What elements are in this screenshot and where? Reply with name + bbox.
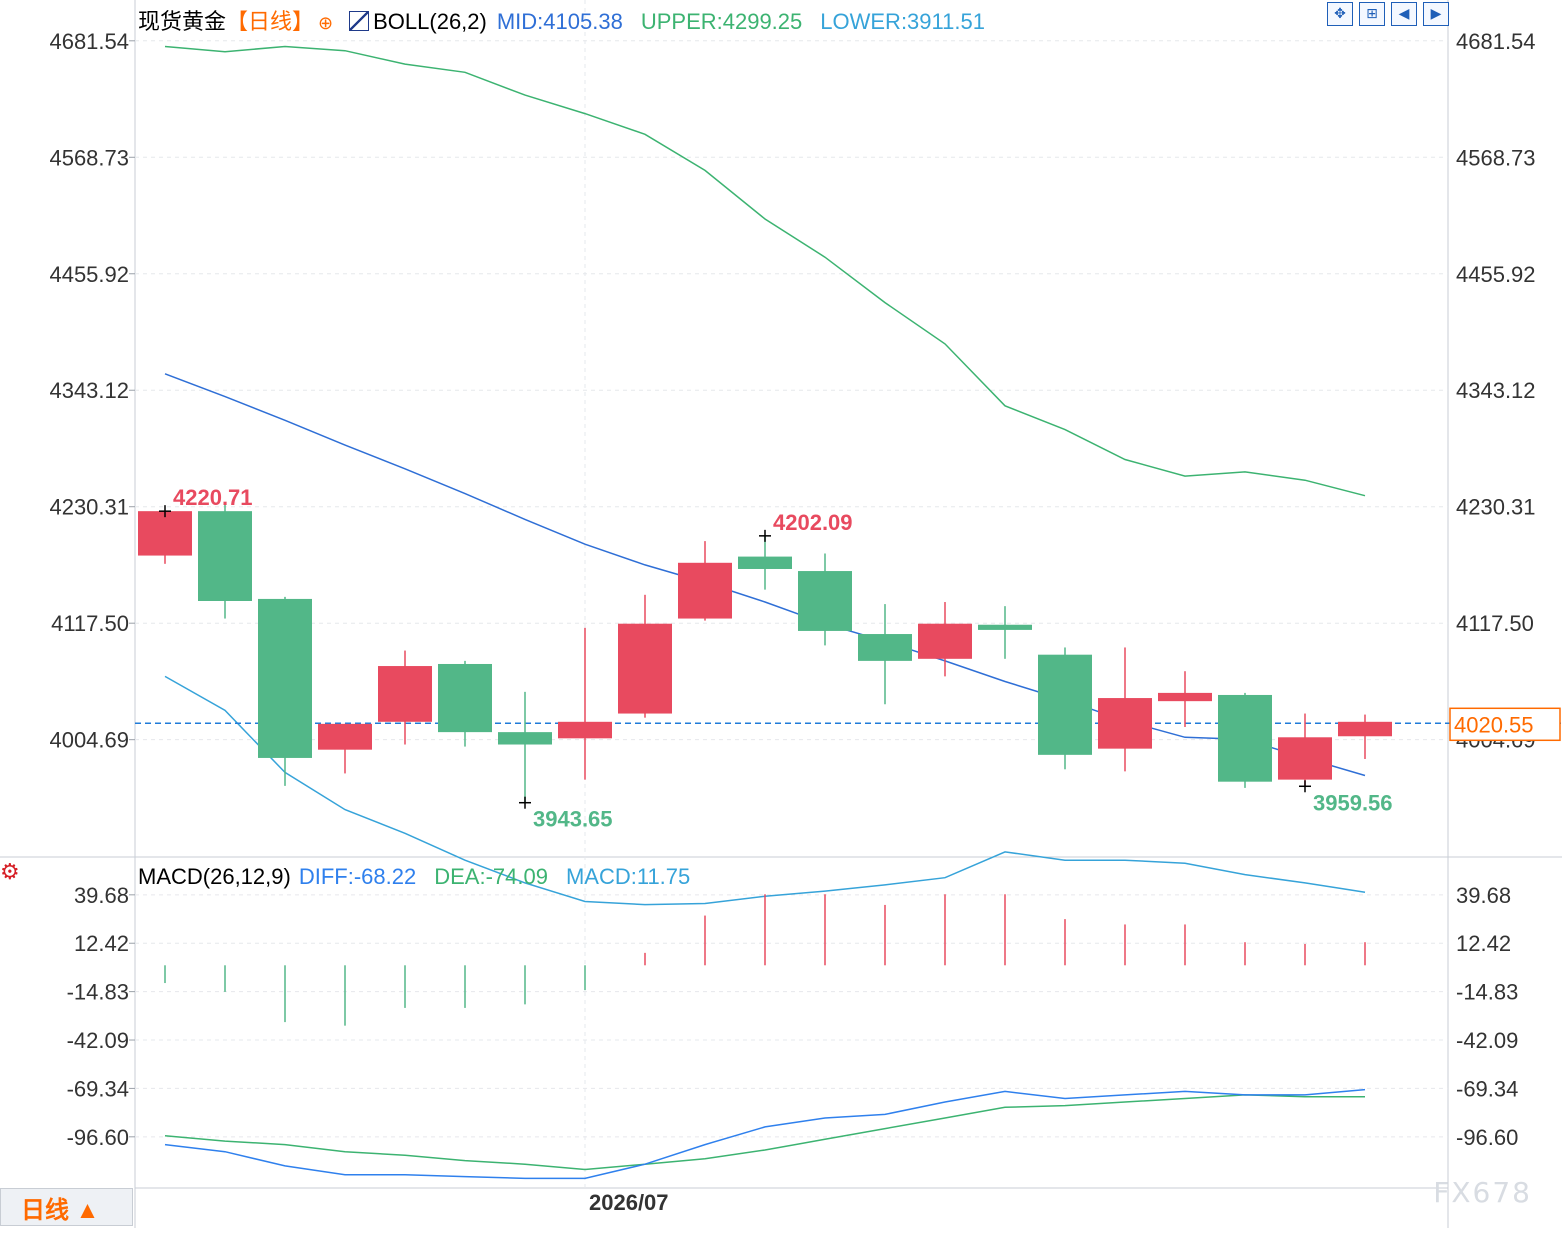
candle-body [1098,698,1152,749]
zoom-fit-icon[interactable]: ✥ [1327,2,1353,26]
candle-body [438,663,492,733]
low-price-label: 3943.65 [533,807,613,832]
y-tick-label-left: 4455.92 [49,262,129,287]
candle-body [318,723,372,750]
candle-body [1218,694,1272,782]
indicator-name[interactable]: BOLL(26,2) [373,9,487,34]
price-tag-label: 4020.55 [1454,712,1534,737]
candle-body [858,634,912,661]
zoom-in-icon[interactable]: ⊞ [1359,2,1385,26]
macd-y-tick-label-right: 39.68 [1456,883,1511,908]
macd-name[interactable]: MACD(26,12,9) [138,864,291,889]
low-price-label: 3959.56 [1313,790,1393,815]
macd-y-tick-label-right: -69.34 [1456,1076,1518,1101]
boll-mid-line [164,373,1366,777]
candle-body [1338,721,1392,737]
candle-body [1158,692,1212,702]
indicator-icon[interactable] [349,11,370,31]
y-tick-label-left: 4343.12 [49,378,129,403]
candle-body [678,562,732,619]
instrument-name: 现货黄金 [138,9,227,34]
candle-body [738,556,792,569]
macd-y-tick-label-left: -69.34 [67,1076,129,1101]
macd-y-tick-label-left: -96.60 [67,1125,129,1150]
candle-body [1038,654,1092,755]
add-compare-icon[interactable]: ⊕ [318,13,334,34]
y-tick-label-right: 4455.92 [1456,262,1536,287]
high-price-label: 4202.09 [773,510,853,535]
chart-toolbar: ✥ ⊞ ◀ ▶ [1327,2,1449,26]
candle-body [618,623,672,714]
y-tick-label-right: 4568.73 [1456,145,1536,170]
y-tick-label-right: 4230.31 [1456,495,1536,520]
watermark-logo: FX678 [1433,1176,1532,1209]
macd-header: MACD(26,12,9) DIFF:-68.22 DEA:-74.09 MACD:1… [138,864,690,890]
macd-y-tick-label-left: 39.68 [74,883,129,908]
x-tick-label: 2026/07 [589,1190,669,1215]
macd-diff-value: DIFF:-68.22 [298,864,417,889]
candle-body [378,666,432,722]
macd-y-tick-label-right: 12.42 [1456,931,1511,956]
y-tick-label-left: 4230.31 [49,495,129,520]
macd-y-tick-label-left: 12.42 [74,931,129,956]
candle-body [558,721,612,739]
candle-body [498,732,552,745]
boll-mid-value: MID:4105.38 [496,9,623,34]
macd-dea-line [164,1094,1365,1171]
step-back-icon[interactable]: ◀ [1391,2,1417,26]
y-tick-label-left: 4681.54 [49,29,129,54]
macd-y-tick-label-left: -14.83 [67,980,129,1005]
boll-lower-value: LOWER:3911.51 [820,9,985,34]
candle-body [798,571,852,631]
candle-body [258,598,312,758]
macd-y-tick-label-right: -96.60 [1456,1125,1518,1150]
price-tag-box [1449,707,1561,742]
candle-body [198,511,252,601]
macd-diff-line [164,1088,1366,1180]
y-tick-label-right: 4681.54 [1456,29,1536,54]
boll-upper-value: UPPER:4299.25 [640,9,803,34]
chart-header: 现货黄金【日线】 ⊕ BOLL(26,2) MID:4105.38 UPPER:4299… [138,4,985,36]
step-forward-icon[interactable]: ▶ [1423,2,1449,26]
candle-body [1278,737,1332,780]
y-tick-label-left: 4004.69 [49,728,129,753]
macd-y-tick-label-right: -14.83 [1456,980,1518,1005]
candle-body [918,623,972,659]
boll-upper-line [164,45,1366,497]
y-tick-label-left: 4568.73 [49,145,129,170]
macd-dea-value: DEA:-74.09 [434,864,548,889]
y-tick-label-right: 4343.12 [1456,378,1536,403]
y-tick-label-left: 4117.50 [51,611,129,636]
macd-y-tick-label-right: -42.09 [1456,1028,1518,1053]
y-tick-label-right: 4117.50 [1456,611,1534,636]
candle-body [138,511,192,556]
macd-macd-value: MACD:11.75 [565,864,691,889]
macd-y-tick-label-left: -42.09 [67,1028,129,1053]
candle-body [978,624,1032,630]
period-tag[interactable]: 【日线】 [226,9,315,34]
high-price-label: 4220.71 [173,485,253,510]
settings-gear-icon[interactable]: ⚙ [0,860,20,885]
period-button[interactable]: 日线 ▲ [0,1188,133,1226]
